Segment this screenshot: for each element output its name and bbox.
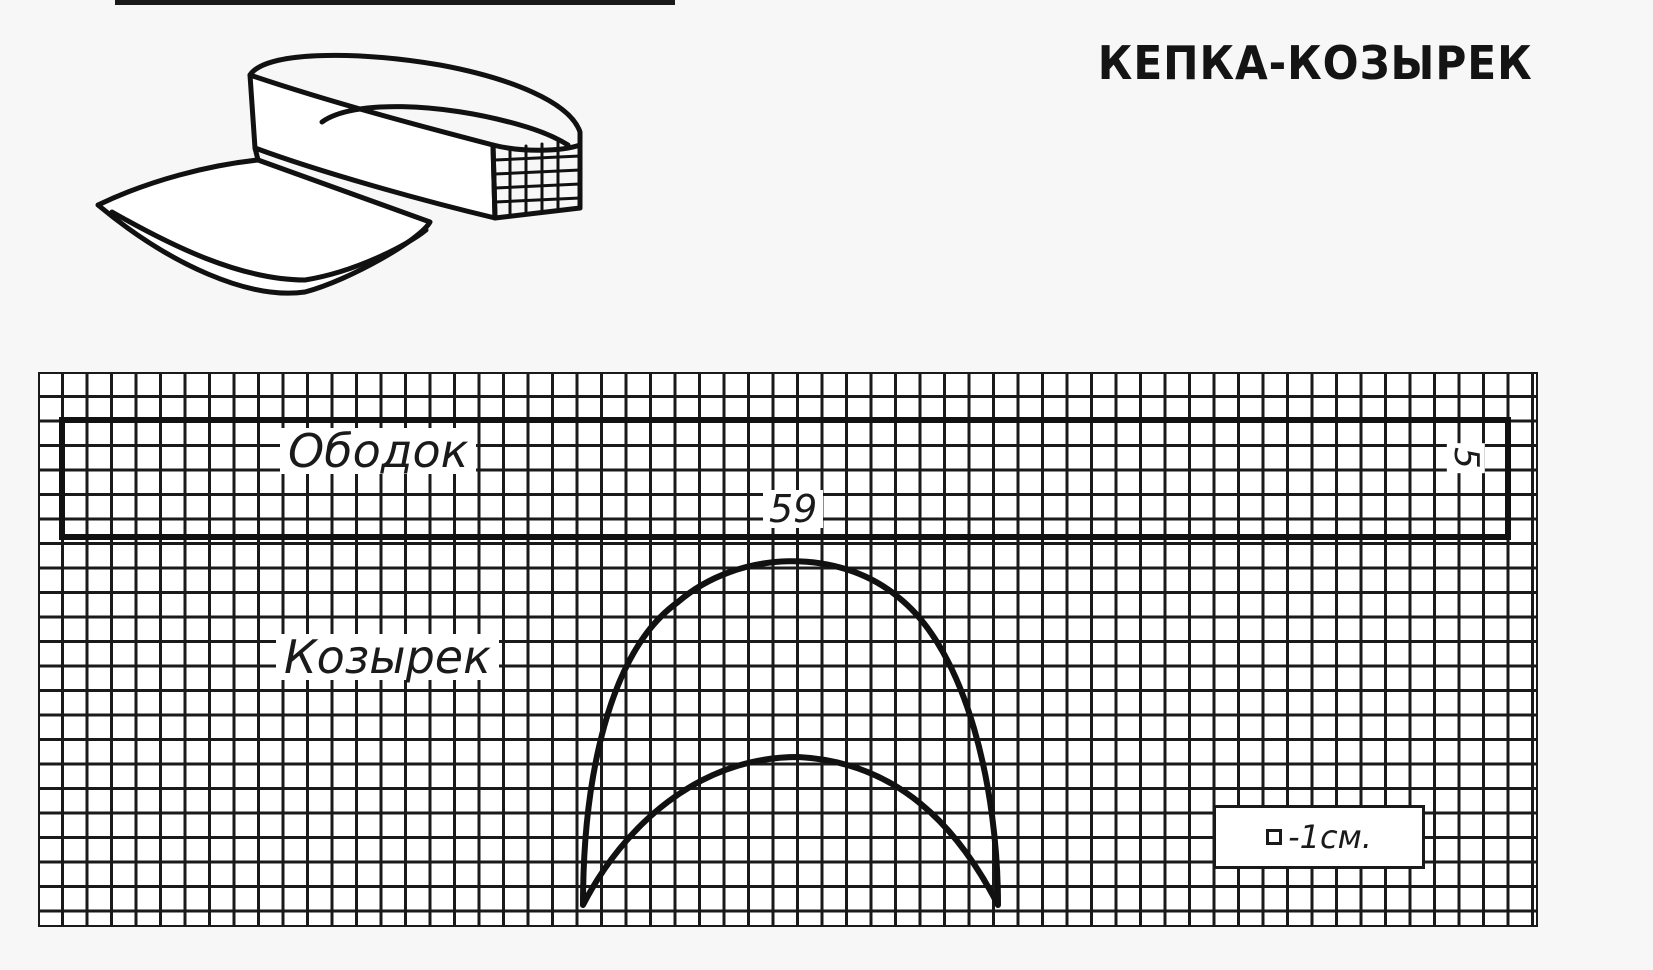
visor-cap-icon xyxy=(90,40,630,310)
band-back-mesh xyxy=(493,140,582,218)
scale-legend-text: -1см. xyxy=(1288,818,1372,856)
band-piece-label: Ободок xyxy=(280,428,477,474)
grid-lines xyxy=(38,372,1538,927)
band-pattern-piece xyxy=(59,417,1511,540)
page-title: КЕПКА-КОЗЫРЕК xyxy=(1098,36,1533,90)
brim-join xyxy=(252,145,261,163)
pattern-grid-sheet: Ободок 59 5 Козырек -1см. xyxy=(38,372,1538,927)
brim-edge xyxy=(109,209,429,283)
band-rim xyxy=(247,52,583,153)
brim-outer xyxy=(95,157,433,296)
band-back xyxy=(490,137,583,221)
visor-cap-drawing xyxy=(95,52,583,296)
band-opening xyxy=(319,104,571,148)
band-height-label: 5 xyxy=(1446,443,1486,473)
band-length-label: 59 xyxy=(763,490,824,528)
visor-piece-label: Козырек xyxy=(276,634,499,680)
grid-square-icon xyxy=(1266,829,1283,845)
scale-legend: -1см. xyxy=(1213,805,1425,869)
top-rule xyxy=(115,0,675,5)
visor-pattern-piece xyxy=(580,558,1001,908)
